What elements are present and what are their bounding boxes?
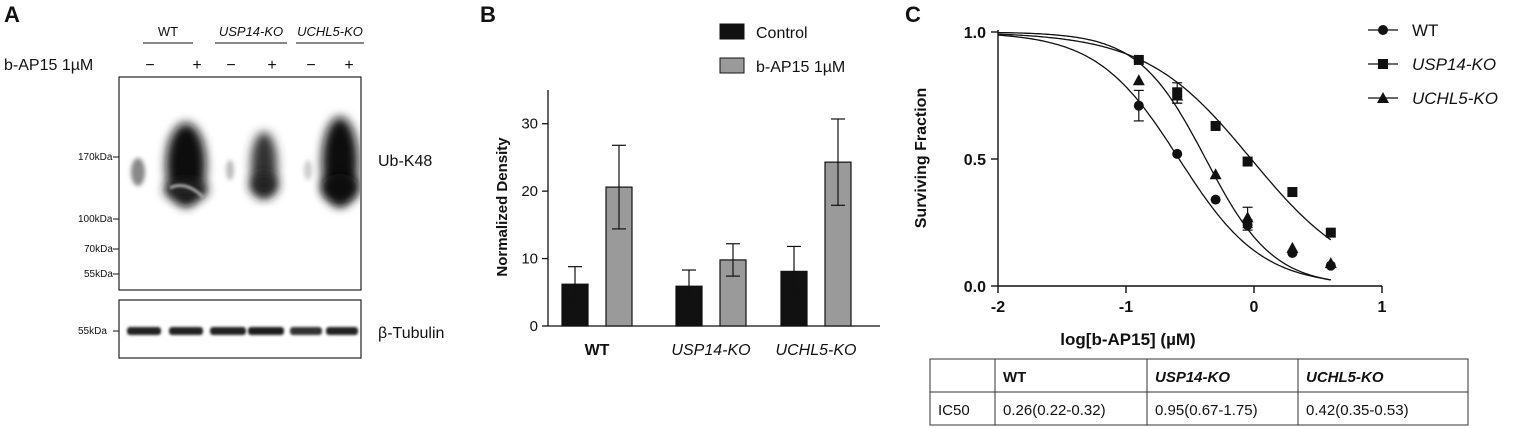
table-cell-usp14: 0.95(0.67-1.75) bbox=[1155, 402, 1258, 419]
blot-smears bbox=[131, 117, 359, 207]
panel-label-c: C bbox=[905, 2, 921, 27]
curve-fit-usp14-ko bbox=[997, 33, 1332, 241]
panel-b: B Normalized Density 0 10 20 30 WT USP14-KO UC… bbox=[480, 2, 880, 359]
curve-point-uchl5-ko bbox=[1324, 257, 1337, 269]
curve-point-wt bbox=[1210, 194, 1221, 205]
curve-fit-uchl5-ko bbox=[997, 31, 1331, 281]
blot-label-ubk48: Ub-K48 bbox=[378, 153, 432, 170]
curve-point-uchl5-ko bbox=[1171, 89, 1184, 101]
legend-marker-usp14-ko bbox=[1378, 59, 1388, 69]
curve-xtick-label: -2 bbox=[991, 299, 1005, 316]
ic50-table: WT USP14-KO UCHL5-KO IC50 0.26(0.22-0.32… bbox=[929, 358, 1469, 426]
bar-ytick-label: 30 bbox=[521, 116, 538, 133]
tubulin-band-5 bbox=[290, 327, 322, 335]
legend-label-uchl5-ko: UCHL5-KO bbox=[1412, 89, 1498, 108]
curve-axes: 0.0 0.5 1.0 -2 -1 0 1 bbox=[964, 25, 1387, 316]
table-cell-uchl5: 0.42(0.35-0.53) bbox=[1306, 402, 1409, 419]
curve-point-uchl5-ko bbox=[1241, 211, 1254, 223]
tubulin-band-4 bbox=[248, 327, 284, 335]
curve-point-usp14-ko bbox=[1210, 120, 1221, 131]
lane-sign-5: − bbox=[306, 57, 315, 74]
lane-sign-3: − bbox=[226, 57, 235, 74]
marker-55kda: 55kDa bbox=[84, 269, 113, 280]
curve-point-usp14-ko bbox=[1242, 156, 1253, 167]
tubulin-band-6 bbox=[326, 327, 358, 335]
curve-legend: WT USP14-KO UCHL5-KO bbox=[1368, 21, 1498, 108]
bar-ylabel: Normalized Density bbox=[494, 137, 511, 277]
legend-marker-uchl5-ko bbox=[1377, 92, 1389, 103]
bar-legend: Control b-AP15 1µM bbox=[719, 23, 845, 76]
curve-xlabel: log[b-AP15] (µM) bbox=[1060, 330, 1195, 349]
tubulin-band-2 bbox=[169, 327, 203, 335]
curve-point-usp14-ko bbox=[1133, 54, 1144, 65]
legend-label-wt: WT bbox=[1412, 21, 1438, 40]
table-header-usp14: USP14-KO bbox=[1155, 369, 1230, 386]
curve-xtick-label: 1 bbox=[1378, 299, 1387, 316]
blot-membrane-ub bbox=[118, 76, 362, 291]
curve-point-wt bbox=[1172, 148, 1183, 159]
blot-label-tubulin: β-Tubulin bbox=[378, 325, 444, 342]
smear-lane-5 bbox=[304, 160, 312, 180]
table-row-label-ic50: IC50 bbox=[938, 402, 970, 419]
bar-category-label: WT bbox=[585, 342, 610, 359]
bar-category-label: UCHL5-KO bbox=[776, 342, 857, 359]
blot-group-usp14: USP14-KO bbox=[219, 24, 283, 39]
tubulin-band-3 bbox=[210, 327, 246, 335]
curve-marks bbox=[997, 31, 1337, 281]
curve-ytick-label: 0.5 bbox=[964, 152, 986, 169]
curve-point-wt bbox=[1133, 100, 1144, 111]
legend-marker-wt bbox=[1378, 25, 1388, 35]
curve-point-uchl5-ko bbox=[1286, 241, 1299, 253]
table-cell-wt: 0.26(0.22-0.32) bbox=[1003, 402, 1106, 419]
panel-label-b: B bbox=[480, 2, 496, 27]
curve-ytick-label: 1.0 bbox=[964, 25, 986, 42]
curve-xtick-label: -1 bbox=[1119, 299, 1133, 316]
bar-category-label: USP14-KO bbox=[671, 342, 750, 359]
bar-ytick-label: 10 bbox=[521, 251, 538, 268]
tubulin-band-1 bbox=[127, 327, 161, 335]
lane-sign-4: + bbox=[267, 57, 276, 74]
panel-c: C Surviving Fraction log[b-AP15] (µM) 0.… bbox=[905, 2, 1498, 426]
legend-swatch-control bbox=[719, 23, 745, 40]
curve-point-uchl5-ko bbox=[1132, 74, 1145, 86]
marker-170kda: 170kDa bbox=[78, 152, 113, 163]
legend-label-bap15: b-AP15 1µM bbox=[756, 59, 845, 76]
curve-xtick-label: 0 bbox=[1250, 299, 1259, 316]
legend-swatch-bap15 bbox=[719, 57, 745, 74]
blot-treatment-label: b-AP15 1µM bbox=[4, 57, 93, 74]
bar-ytick-label: 0 bbox=[530, 318, 538, 335]
smear-lane-3 bbox=[226, 160, 234, 180]
tubulin-bands bbox=[127, 327, 358, 335]
curve-ylabel: Surviving Fraction bbox=[913, 88, 930, 228]
bar-marks bbox=[561, 118, 852, 327]
marker-tubulin-55kda: 55kDa bbox=[78, 326, 107, 337]
lane-sign-2: + bbox=[192, 57, 201, 74]
curve-point-usp14-ko bbox=[1325, 227, 1336, 238]
lane-sign-1: − bbox=[145, 57, 154, 74]
curve-ytick-label: 0.0 bbox=[964, 279, 986, 296]
legend-label-control: Control bbox=[756, 25, 808, 42]
blot-group-uchl5: UCHL5-KO bbox=[297, 24, 363, 39]
bar-ytick-label: 20 bbox=[521, 183, 538, 200]
marker-100kda: 100kDa bbox=[78, 214, 113, 225]
table-header-uchl5: UCHL5-KO bbox=[1306, 369, 1384, 386]
table-header-wt: WT bbox=[1003, 369, 1026, 386]
smear-lane-1 bbox=[131, 158, 145, 186]
curve-fit-wt bbox=[997, 34, 1331, 281]
marker-70kda: 70kDa bbox=[84, 244, 113, 255]
panel-label-a: A bbox=[4, 2, 20, 27]
curve-point-usp14-ko bbox=[1287, 187, 1298, 198]
legend-label-usp14-ko: USP14-KO bbox=[1412, 55, 1496, 74]
panel-a: A WT USP14-KO UCHL5-KO b-AP15 1µM − + − + − +… bbox=[4, 2, 444, 359]
lane-sign-6: + bbox=[344, 57, 353, 74]
curve-point-uchl5-ko bbox=[1209, 168, 1222, 180]
blot-group-wt: WT bbox=[158, 24, 178, 39]
